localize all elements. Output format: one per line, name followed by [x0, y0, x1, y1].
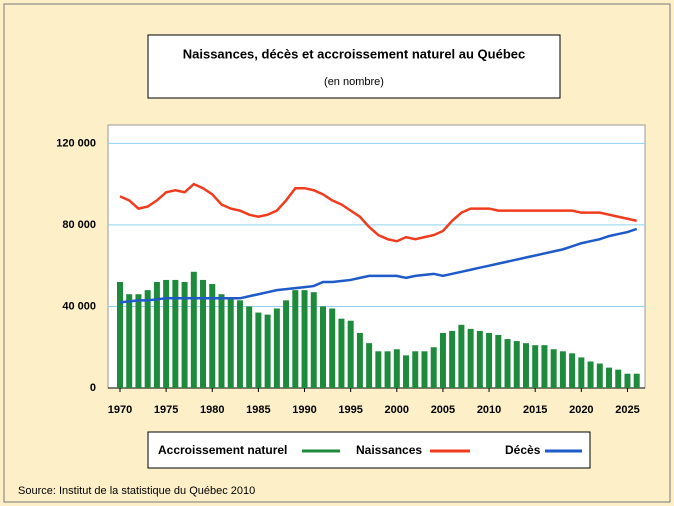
- bar: [319, 306, 326, 388]
- bar: [569, 353, 576, 388]
- bar: [587, 361, 594, 388]
- bar: [356, 332, 363, 388]
- x-tick-label: 1995: [338, 404, 362, 416]
- x-tick-label: 2015: [523, 404, 547, 416]
- bar: [467, 328, 474, 388]
- bar: [301, 290, 308, 388]
- bar: [513, 341, 520, 388]
- bar: [329, 308, 336, 388]
- bar: [144, 290, 151, 388]
- bar: [255, 312, 262, 388]
- x-tick-label: 1975: [154, 404, 178, 416]
- x-tick-label: 1970: [108, 404, 132, 416]
- bar: [486, 332, 493, 388]
- bar: [236, 300, 243, 388]
- title-box: [147, 34, 561, 99]
- bar: [218, 294, 225, 388]
- bar: [550, 349, 557, 388]
- y-tick-label: 0: [90, 382, 96, 394]
- x-tick-label: 2020: [569, 404, 593, 416]
- source: Source: Institut de la statistique du Qu…: [18, 485, 255, 497]
- bar: [449, 330, 456, 388]
- bar: [615, 369, 622, 388]
- bar: [559, 351, 566, 388]
- chart-subtitle: (en nombre): [324, 76, 384, 88]
- legend-box: [147, 431, 591, 469]
- bar: [532, 345, 539, 388]
- x-tick-label: 2005: [431, 404, 455, 416]
- x-tick-label: 2010: [477, 404, 501, 416]
- bar: [430, 347, 437, 388]
- x-tick-label: 1980: [200, 404, 224, 416]
- bar: [421, 351, 428, 388]
- bar: [624, 373, 631, 388]
- bar: [393, 349, 400, 388]
- x-tick-label: 1985: [246, 404, 270, 416]
- bar: [338, 318, 345, 388]
- y-tick-label: 40 000: [62, 300, 96, 312]
- legend-label: Naissances: [356, 443, 422, 457]
- bar: [246, 306, 253, 388]
- bar: [190, 271, 197, 388]
- x-tick-label: 2025: [615, 404, 639, 416]
- bar: [439, 332, 446, 388]
- y-tick-label: 80 000: [62, 219, 96, 231]
- bar: [283, 300, 290, 388]
- chart-title: Naissances, décès et accroissement natur…: [183, 46, 526, 61]
- frame: [3, 3, 671, 503]
- bar: [264, 314, 271, 388]
- bar: [172, 279, 179, 388]
- bar: [366, 343, 373, 388]
- bar: [347, 320, 354, 388]
- bar: [200, 279, 207, 388]
- bar: [504, 339, 511, 388]
- bar: [181, 281, 188, 388]
- bar: [227, 298, 234, 388]
- bar: [116, 281, 123, 388]
- y-tick-label: 120 000: [56, 137, 96, 149]
- bar: [153, 281, 160, 388]
- bar: [403, 355, 410, 388]
- bar: [458, 324, 465, 388]
- bar: [126, 294, 133, 388]
- x-tick-label: 2000: [385, 404, 409, 416]
- bar: [375, 351, 382, 388]
- bar: [596, 363, 603, 388]
- legend-label: Décès: [505, 443, 541, 457]
- line: [119, 227, 638, 304]
- bar: [541, 345, 548, 388]
- bar: [476, 330, 483, 388]
- bar: [412, 351, 419, 388]
- plot-area: [107, 124, 646, 389]
- legend-label: Accroissement naturel: [158, 443, 287, 457]
- bar: [292, 290, 299, 388]
- bar: [163, 279, 170, 388]
- bar: [310, 292, 317, 388]
- bar: [606, 367, 613, 388]
- bar: [633, 373, 640, 388]
- bar: [135, 294, 142, 388]
- bar: [209, 284, 216, 388]
- bar: [522, 343, 529, 388]
- line: [119, 182, 637, 243]
- bar: [273, 308, 280, 388]
- x-tick-label: 1990: [292, 404, 316, 416]
- bar: [495, 334, 502, 388]
- bar: [384, 351, 391, 388]
- bar: [578, 357, 585, 388]
